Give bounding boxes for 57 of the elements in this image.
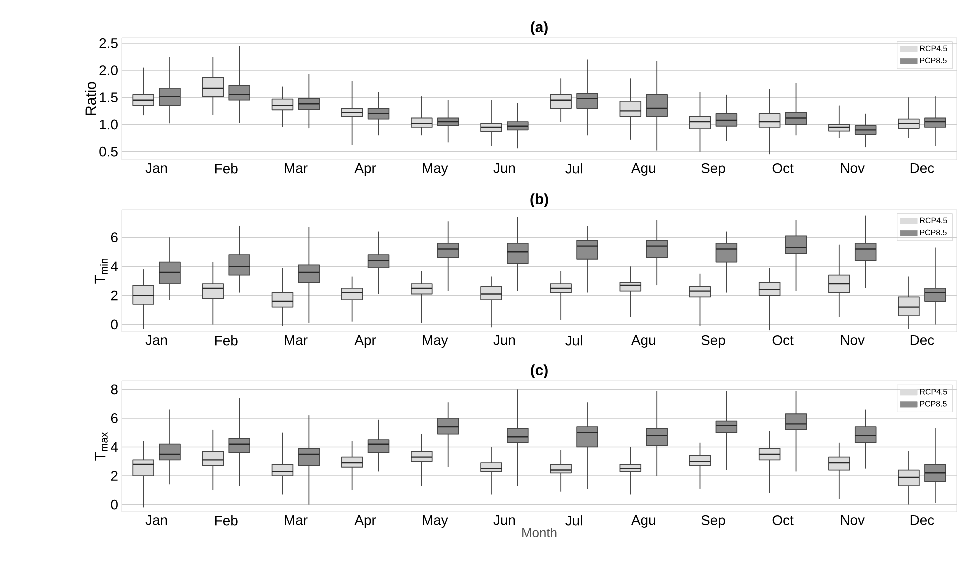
x-axis-title: Month (522, 528, 557, 538)
x-tick-label: May (423, 164, 448, 176)
x-tick-label: Dec (910, 164, 934, 174)
y-tick-label: 4 (111, 442, 118, 452)
x-tick-label: Agu (632, 164, 656, 176)
chart-title: (c) (531, 364, 548, 379)
y-tick-label: 4 (111, 262, 118, 272)
x-tick-label: May (423, 516, 448, 528)
x-tick-label: Nov (841, 516, 865, 526)
x-tick-label: Agu (632, 336, 656, 348)
x-tick-label: Nov (841, 164, 865, 174)
chart-title: (b) (530, 194, 548, 208)
x-tick-label: Apr (354, 164, 376, 176)
x-tick-label: Feb (216, 164, 238, 174)
y-tick-label: 0.5 (100, 146, 118, 157)
x-tick-label: Jan (146, 516, 168, 526)
x-tick-label: Oct (772, 516, 794, 526)
x-tick-label: Agu (632, 516, 656, 528)
x-tick-label: Nov (841, 336, 865, 346)
x-tick-label: Jan (146, 164, 168, 174)
y-tick-label: 0 (111, 500, 118, 510)
y-tick-label: 0 (111, 320, 118, 330)
x-tick-label: Apr (354, 516, 376, 528)
x-tick-label: Dec (910, 516, 934, 526)
y-tick-label: 2 (111, 471, 118, 481)
x-tick-label: Mar (285, 336, 308, 346)
x-tick-label: Oct (772, 336, 794, 346)
x-tick-label: Jan (146, 336, 168, 346)
x-tick-label: Apr (354, 336, 376, 348)
x-tick-label: Jul (566, 164, 582, 174)
y-tick-label: 2.0 (100, 66, 118, 76)
x-tick-label: Mar (285, 164, 308, 174)
x-tick-label: Sep (702, 336, 726, 348)
x-tick-label: Jun (494, 164, 516, 174)
y-tick-label: 8 (111, 384, 118, 395)
y-axis-title: T$_{min}$ (94, 258, 108, 284)
x-tick-label: Jun (494, 336, 516, 346)
x-tick-label: Oct (772, 164, 794, 174)
y-tick-label: 2 (111, 290, 118, 301)
x-tick-label: Mar (285, 516, 308, 526)
x-tick-label: Sep (702, 516, 726, 528)
x-tick-label: Jul (566, 516, 582, 526)
chart-title: (a) (531, 22, 548, 36)
y-axis-title: Ratio (85, 82, 96, 116)
y-tick-label: 6 (111, 413, 118, 424)
x-tick-label: Dec (910, 336, 934, 346)
y-axis-title: T$_{max}$ (95, 432, 108, 461)
y-tick-label: 1.0 (100, 120, 118, 130)
x-tick-label: Sep (702, 164, 726, 176)
x-tick-label: May (423, 336, 448, 348)
y-tick-label: 1.5 (100, 92, 118, 103)
x-tick-label: Feb (216, 516, 238, 526)
x-tick-label: Feb (216, 336, 238, 346)
y-tick-label: 2.5 (100, 38, 118, 48)
y-tick-label: 6 (111, 232, 118, 243)
x-tick-label: Jul (566, 336, 582, 346)
x-tick-label: Jun (494, 516, 516, 526)
